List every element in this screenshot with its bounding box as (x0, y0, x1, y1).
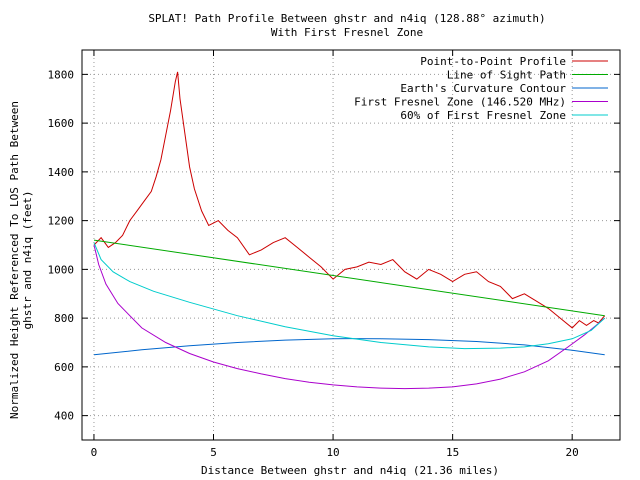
legend-label: 60% of First Fresnel Zone (400, 109, 566, 122)
y-tick-label: 1800 (48, 68, 75, 81)
series-60-of-first-fresnel-zone (93, 242, 606, 350)
series-earth-s-curvature-contour (93, 338, 605, 356)
legend-label: Earth's Curvature Contour (400, 82, 566, 95)
x-tick-label: 20 (566, 446, 579, 459)
series-point-to-point-profile (93, 71, 606, 329)
x-tick-label: 10 (326, 446, 339, 459)
plot-frame (81, 49, 621, 441)
y-tick-label: 1400 (48, 166, 75, 179)
x-tick-label: 15 (446, 446, 459, 459)
legend-label: Line of Sight Path (447, 69, 566, 82)
y-tick-label: 800 (54, 312, 74, 325)
grid (82, 50, 620, 440)
x-tick-label: 5 (210, 446, 217, 459)
series-group (93, 71, 606, 390)
y-tick-label: 1200 (48, 215, 75, 228)
chart-title: SPLAT! Path Profile Between ghstr and n4… (148, 12, 545, 25)
y-tick-label: 600 (54, 361, 74, 374)
series-line-of-sight-path (93, 239, 605, 317)
y-axis-label-line2: ghstr and n4iq (feet) (21, 190, 34, 329)
legend-label: First Fresnel Zone (146.520 MHz) (354, 96, 566, 109)
y-tick-label: 1000 (48, 263, 75, 276)
x-axis-label: Distance Between ghstr and n4iq (21.36 m… (201, 464, 499, 477)
y-tick-label: 400 (54, 410, 74, 423)
axis-ticks: 400 600 800 1000 1200 1400 1600 1800 0 5 10 15 20 (48, 50, 620, 459)
x-tick-label: 0 (91, 446, 98, 459)
y-tick-label: 1600 (48, 117, 75, 130)
chart-subtitle: With First Fresnel Zone (271, 26, 423, 39)
series-first-fresnel-zone-146-520-mhz (93, 244, 606, 390)
y-axis-label-line1: Normalized Height Referenced To LOS Path… (8, 101, 21, 419)
legend-label: Point-to-Point Profile (420, 55, 566, 68)
